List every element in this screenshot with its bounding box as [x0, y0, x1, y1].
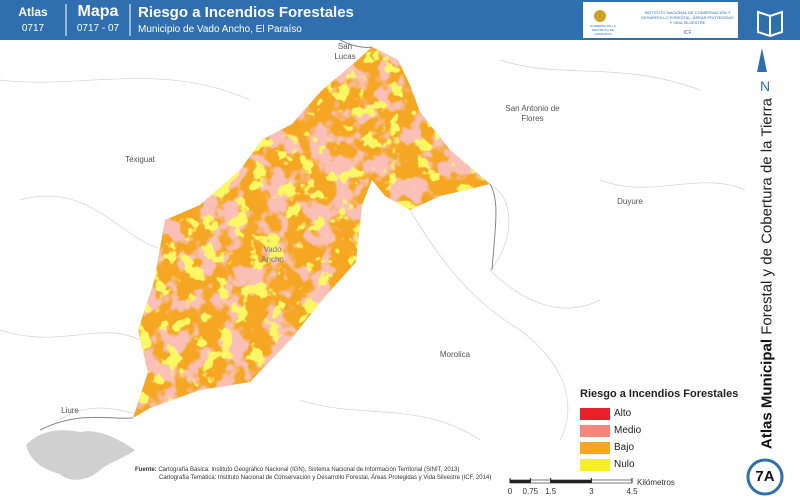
- place-label: Vado Ancho: [261, 245, 284, 264]
- scale-segment: [550, 479, 592, 484]
- legend-label: Medio: [614, 425, 642, 436]
- scale-tick-label: 0.75: [523, 487, 539, 496]
- scale-segment: [509, 479, 531, 484]
- atlas-code: 0717: [21, 23, 45, 34]
- source-line: Cartografía Básica: Instituto Geográfico…: [158, 467, 460, 473]
- map-label: Mapa: [77, 3, 119, 20]
- legend-item: Nulo: [580, 456, 641, 473]
- inset-map: [26, 430, 135, 480]
- legend: Alto Medio Bajo Nulo: [580, 405, 641, 473]
- logo-icf: INSTITUTO NACIONAL DE CONSERVACIÓN Y DES…: [641, 10, 734, 25]
- scale-segment: [591, 479, 633, 484]
- logo-icf-short: ICF: [683, 30, 692, 36]
- place-label: Morolica: [439, 350, 471, 359]
- legend-swatch: [580, 424, 610, 437]
- source-label: Fuente:: [135, 467, 157, 473]
- scale-tick-label: 4.5: [626, 487, 638, 496]
- north-label: N: [759, 78, 771, 94]
- badge: 7A: [755, 468, 775, 485]
- logo-box: [583, 2, 738, 38]
- roads: [39, 39, 497, 431]
- logo-gov: GOBIERNO DE LA REPÚBLICA DE HONDURAS: [590, 24, 616, 36]
- background-lines: [0, 59, 746, 441]
- north-arrow: [757, 48, 767, 72]
- side-title-bold: Atlas Municipal: [758, 338, 776, 449]
- emblem: [594, 10, 606, 22]
- legend-label: Bajo: [614, 442, 635, 453]
- place-label: Duyure: [617, 197, 643, 206]
- place-label: Texiguat: [125, 155, 155, 164]
- map-subtitle: Municipio de Vado Ancho, El Paraíso: [138, 24, 302, 35]
- source-line: Cartografía Temática: Instituto Nacional…: [159, 475, 492, 481]
- place-label: San Antonio de Flores: [505, 104, 560, 123]
- place-label: Liure: [61, 406, 79, 415]
- legend-title: Riesgo a Incendios Forestales: [580, 388, 739, 400]
- legend-swatch: [580, 407, 610, 420]
- scale-tick-label: 1.5: [545, 487, 557, 496]
- scale-bar: 0 0.75 1.5 3 4.5: [508, 478, 638, 496]
- legend-label: Nulo: [614, 459, 635, 470]
- side-title: Atlas Municipal Forestal y de Cobertura …: [759, 94, 776, 454]
- legend-item: Alto: [580, 405, 641, 422]
- municipality: [133, 47, 490, 418]
- source: Fuente: Cartografía Básica: Instituto Ge…: [135, 466, 491, 482]
- scale-tick-label: 0: [508, 487, 513, 496]
- scale-segment: [530, 479, 551, 484]
- badge-circle: [746, 458, 784, 496]
- atlas-label: Atlas: [18, 5, 48, 19]
- legend-label: Alto: [614, 408, 632, 419]
- legend-swatch: [580, 441, 610, 454]
- map-title: Riesgo a Incendios Forestales: [138, 4, 354, 21]
- place-label: San Lucas: [334, 42, 356, 61]
- legend-swatch: [580, 458, 610, 471]
- side-title-regular: Forestal y de Cobertura de la Tierra: [758, 98, 776, 335]
- legend-item: Medio: [580, 422, 641, 439]
- legend-item: Bajo: [580, 439, 641, 456]
- scale-tick-label: 3: [589, 487, 594, 496]
- scale-unit: Kilómetros: [637, 478, 675, 487]
- map-code: 0717 - 07: [76, 23, 120, 34]
- book-icon: [757, 10, 783, 38]
